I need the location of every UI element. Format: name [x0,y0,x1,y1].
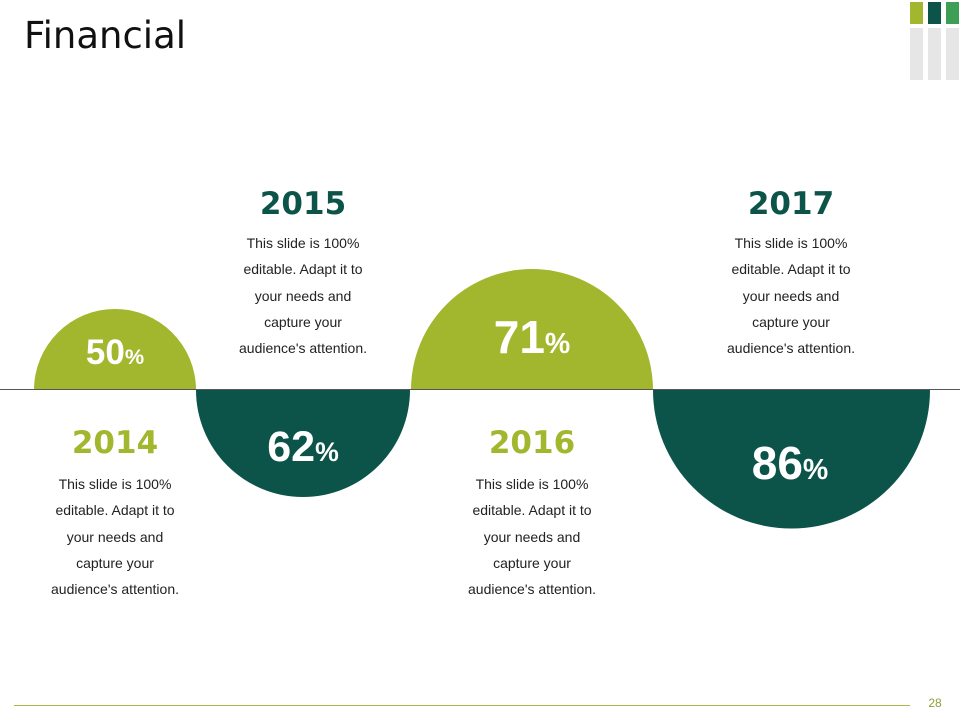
description-line: audience's attention. [727,340,855,357]
percent-2016-value: 71 [493,311,545,363]
description-line: editable. Adapt it to [472,502,592,519]
description-line: capture your [752,313,830,330]
description-line: editable. Adapt it to [55,502,175,519]
percent-2014: 50% [65,333,165,373]
percent-2015-sign: % [315,437,339,467]
year-2016: 2016 [488,425,576,461]
percent-2016-sign: % [544,328,571,360]
footer-divider [14,705,910,706]
description-line: This slide is 100% [734,235,848,251]
description-line: your needs and [66,528,164,545]
description-line: audience's attention. [468,581,596,598]
percent-2014-value: 50 [85,333,125,372]
description-line: This slide is 100% [475,476,589,492]
year-2017: 2017 [747,186,835,222]
description-line: audience's attention. [239,340,367,357]
year-2014: 2014 [71,425,159,461]
year-2015: 2015 [259,186,347,222]
semicircle-2016-shape [411,269,653,390]
decorative-bars-logo [910,0,960,80]
percent-2015-value: 62 [267,423,316,471]
description-2017: This slide is 100% editable. Adapt it to… [691,230,891,361]
description-line: capture your [264,313,342,330]
description-line: your needs and [254,287,352,304]
semicircle-2015-shape [196,390,410,497]
description-line: your needs and [742,287,840,304]
description-2014: This slide is 100% editable. Adapt it to… [15,471,215,602]
page-number: 28 [928,696,942,710]
percent-2017: 86% [720,436,860,490]
semicircle-2014-shape [34,309,196,390]
description-line: This slide is 100% [58,476,172,492]
description-line: your needs and [483,528,581,545]
description-line: editable. Adapt it to [731,261,851,278]
percent-2017-value: 86 [751,437,803,489]
percent-2016: 71% [462,310,602,364]
semicircle-2017-shape [653,390,930,529]
description-2015: This slide is 100% editable. Adapt it to… [203,230,403,361]
percent-2015: 62% [243,423,363,472]
slide-title: Financial [24,14,187,57]
percent-2017-sign: % [802,454,829,486]
description-line: capture your [493,554,571,571]
description-2016: This slide is 100% editable. Adapt it to… [432,471,632,602]
description-line: audience's attention. [51,581,179,598]
description-line: editable. Adapt it to [243,261,363,278]
timeline-baseline [0,389,960,390]
percent-2014-sign: % [124,344,145,369]
description-line: capture your [76,554,154,571]
description-line: This slide is 100% [246,235,360,251]
